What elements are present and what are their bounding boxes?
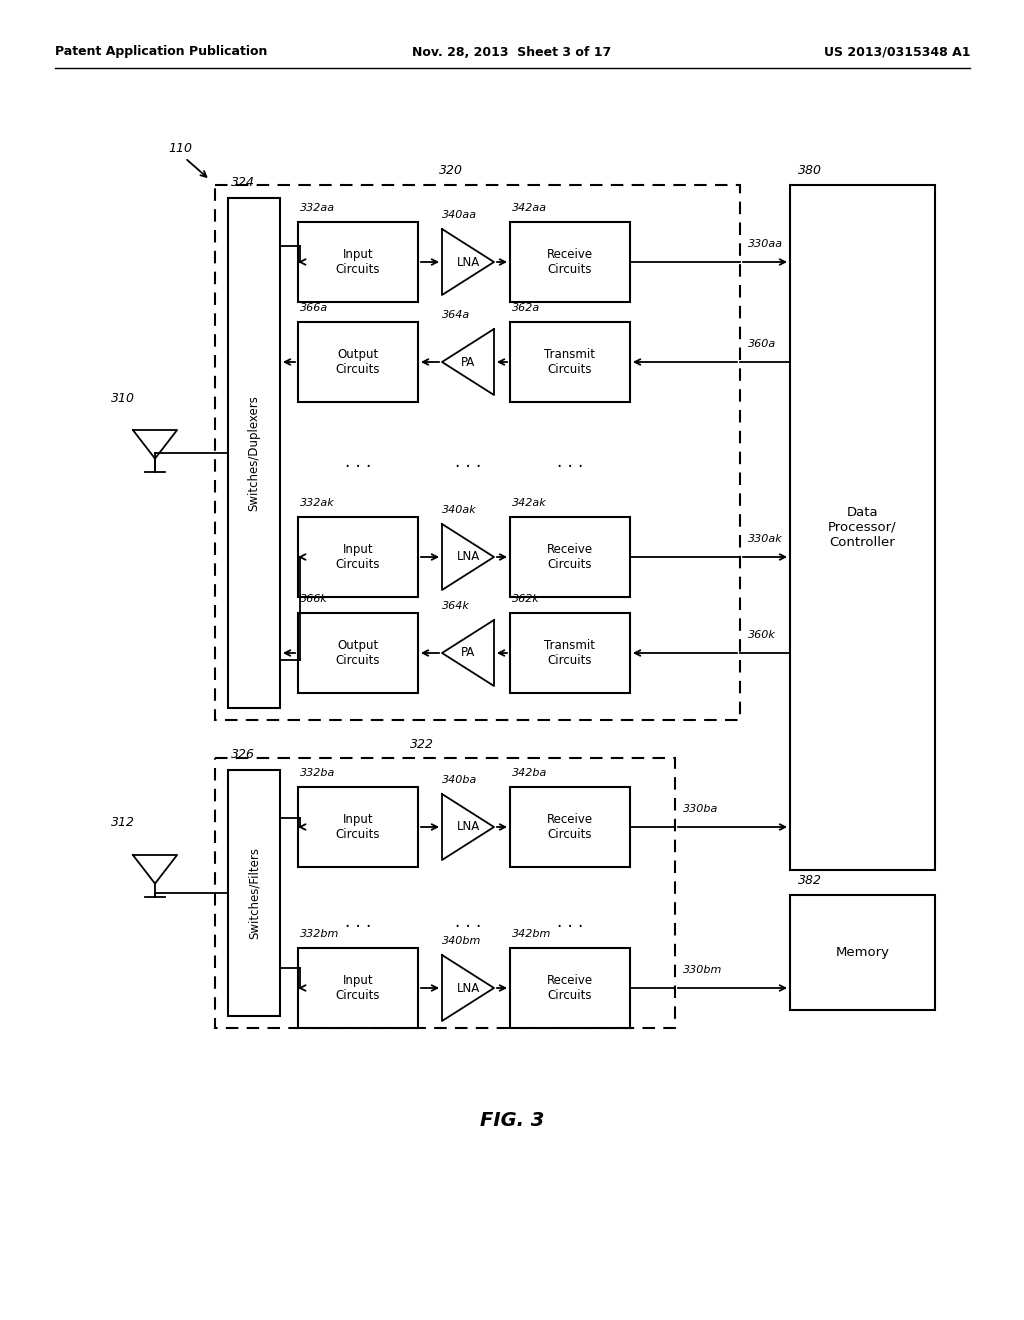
Text: 332aa: 332aa (300, 203, 335, 213)
Text: Receive
Circuits: Receive Circuits (547, 813, 593, 841)
Text: LNA: LNA (457, 982, 479, 994)
Bar (510, 222, 630, 302)
Text: FIG. 3: FIG. 3 (480, 1110, 544, 1130)
Bar (215, 758, 675, 1028)
Text: LNA: LNA (457, 821, 479, 833)
Text: 380: 380 (798, 164, 822, 177)
Bar (228, 198, 280, 708)
Polygon shape (442, 795, 494, 861)
Text: 340ba: 340ba (442, 775, 477, 785)
Text: 312: 312 (111, 817, 135, 829)
Bar (790, 185, 935, 870)
Text: 342aa: 342aa (512, 203, 547, 213)
Text: US 2013/0315348 A1: US 2013/0315348 A1 (823, 45, 970, 58)
Text: . . .: . . . (455, 913, 481, 931)
Text: 364a: 364a (442, 310, 470, 319)
Bar (298, 517, 418, 597)
Text: Input
Circuits: Input Circuits (336, 813, 380, 841)
Bar (298, 222, 418, 302)
Text: Switches/Duplexers: Switches/Duplexers (248, 395, 260, 511)
Text: 364k: 364k (442, 601, 470, 611)
Text: 326: 326 (231, 748, 255, 762)
Text: Data
Processor/
Controller: Data Processor/ Controller (828, 506, 897, 549)
Text: Input
Circuits: Input Circuits (336, 543, 380, 572)
Text: 362a: 362a (512, 304, 541, 313)
Text: 322: 322 (410, 738, 434, 751)
Text: 110: 110 (168, 141, 193, 154)
Text: Patent Application Publication: Patent Application Publication (55, 45, 267, 58)
Bar (228, 770, 280, 1016)
Bar (298, 322, 418, 403)
Polygon shape (442, 620, 494, 686)
Text: Transmit
Circuits: Transmit Circuits (545, 348, 596, 376)
Polygon shape (442, 954, 494, 1020)
Text: Output
Circuits: Output Circuits (336, 639, 380, 667)
Text: 332ba: 332ba (300, 768, 336, 777)
Bar (510, 322, 630, 403)
Polygon shape (442, 329, 494, 395)
Text: 342ak: 342ak (512, 498, 547, 508)
Bar (510, 787, 630, 867)
Text: Transmit
Circuits: Transmit Circuits (545, 639, 596, 667)
Text: 366k: 366k (300, 594, 328, 605)
Text: 330ba: 330ba (683, 804, 719, 814)
Polygon shape (442, 524, 494, 590)
Bar (298, 948, 418, 1028)
Text: 332bm: 332bm (300, 929, 339, 939)
Text: 330aa: 330aa (748, 239, 783, 249)
Text: 360k: 360k (748, 630, 776, 640)
Text: . . .: . . . (455, 453, 481, 471)
Bar (298, 612, 418, 693)
Text: Switches/Filters: Switches/Filters (248, 847, 260, 939)
Text: Input
Circuits: Input Circuits (336, 974, 380, 1002)
Text: . . .: . . . (557, 453, 583, 471)
Text: PA: PA (461, 647, 475, 660)
Polygon shape (442, 228, 494, 294)
Text: . . .: . . . (345, 453, 371, 471)
Text: 362k: 362k (512, 594, 540, 605)
Text: 332ak: 332ak (300, 498, 335, 508)
Text: 366a: 366a (300, 304, 329, 313)
Polygon shape (133, 430, 177, 458)
Text: Nov. 28, 2013  Sheet 3 of 17: Nov. 28, 2013 Sheet 3 of 17 (413, 45, 611, 58)
Text: 320: 320 (439, 165, 463, 177)
Text: 310: 310 (111, 392, 135, 404)
Text: 340aa: 340aa (442, 210, 477, 220)
Bar (298, 787, 418, 867)
Text: 342bm: 342bm (512, 929, 551, 939)
Text: Receive
Circuits: Receive Circuits (547, 974, 593, 1002)
Bar (510, 612, 630, 693)
Bar (510, 517, 630, 597)
Text: . . .: . . . (345, 913, 371, 931)
Text: 360a: 360a (748, 339, 776, 348)
Text: 324: 324 (231, 177, 255, 190)
Text: 382: 382 (798, 874, 822, 887)
Text: 330ak: 330ak (748, 535, 782, 544)
Text: . . .: . . . (557, 913, 583, 931)
Text: 340ak: 340ak (442, 506, 477, 515)
Text: LNA: LNA (457, 550, 479, 564)
Text: PA: PA (461, 355, 475, 368)
Text: Receive
Circuits: Receive Circuits (547, 248, 593, 276)
Bar (215, 185, 740, 719)
Bar (790, 895, 935, 1010)
Text: 340bm: 340bm (442, 936, 481, 946)
Polygon shape (133, 855, 177, 883)
Bar (510, 948, 630, 1028)
Text: Input
Circuits: Input Circuits (336, 248, 380, 276)
Text: 342ba: 342ba (512, 768, 548, 777)
Text: 330bm: 330bm (683, 965, 722, 975)
Text: Memory: Memory (836, 946, 890, 960)
Text: LNA: LNA (457, 256, 479, 268)
Text: Receive
Circuits: Receive Circuits (547, 543, 593, 572)
Text: Output
Circuits: Output Circuits (336, 348, 380, 376)
